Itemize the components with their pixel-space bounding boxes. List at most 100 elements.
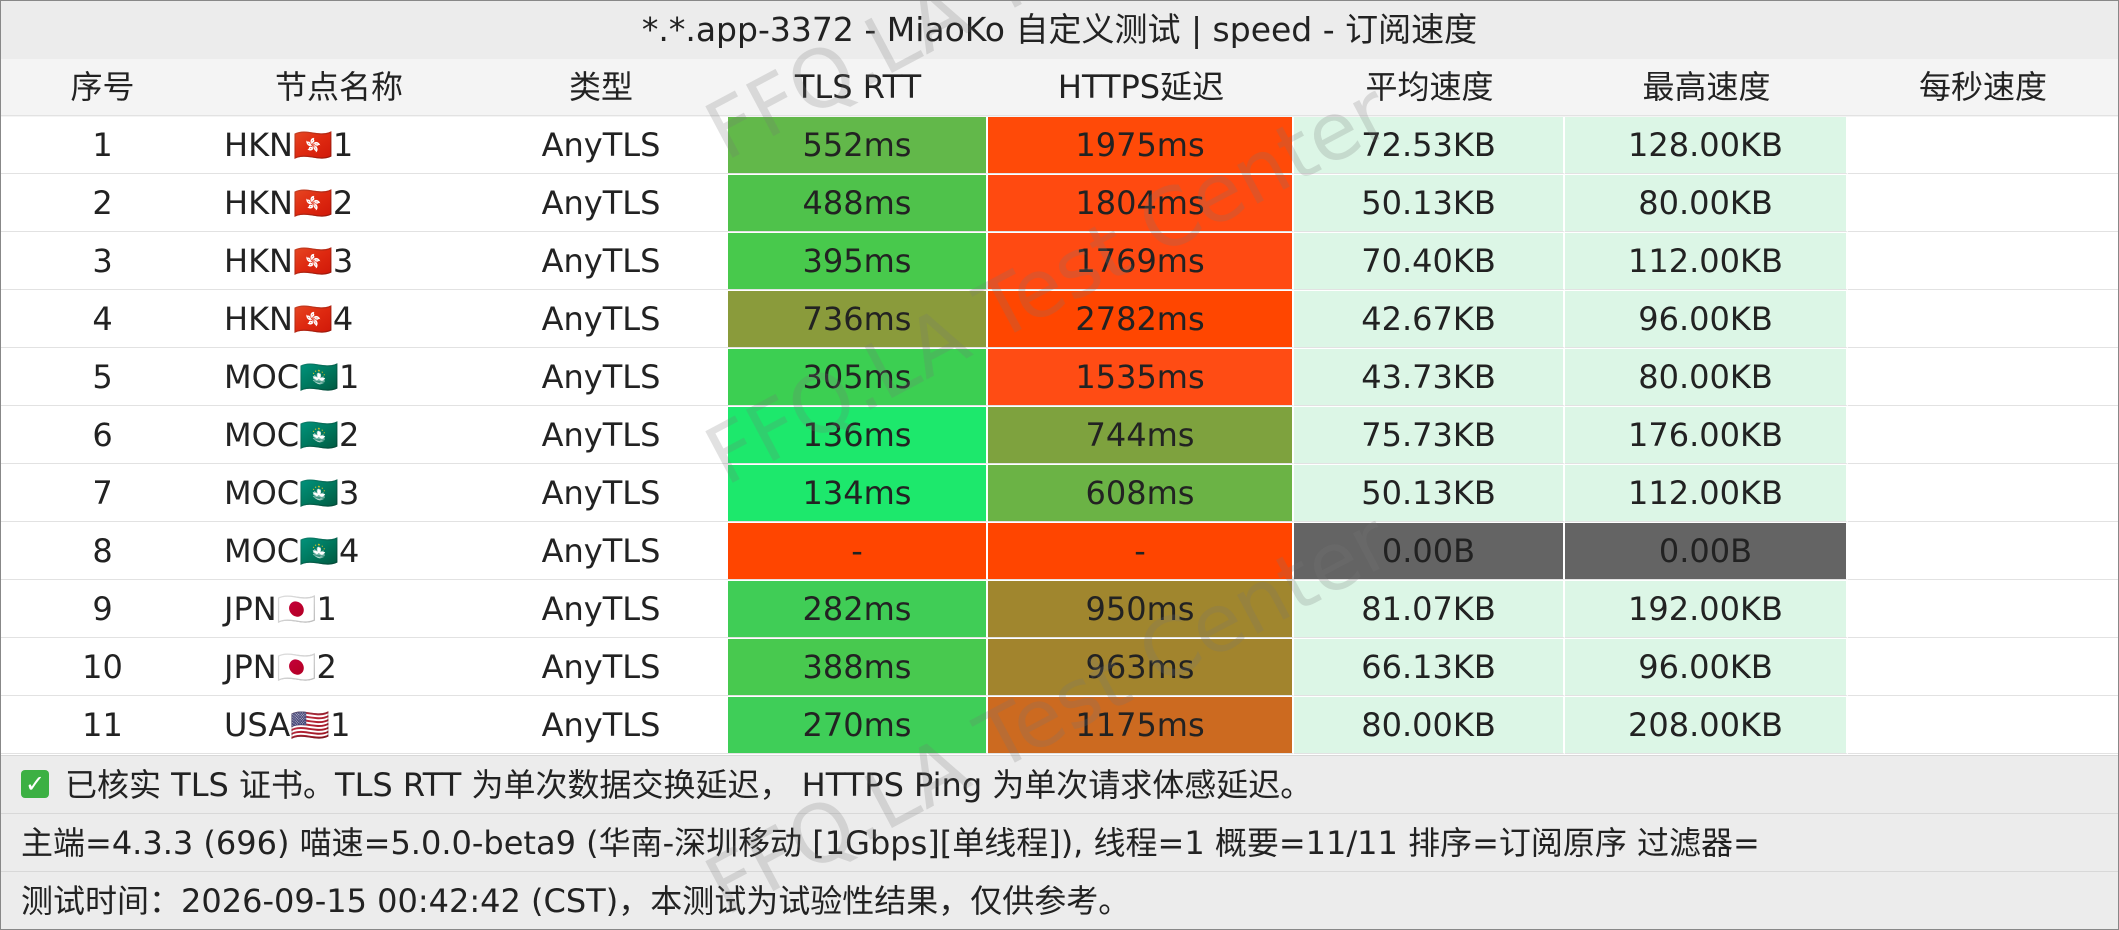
table-cell: 80.00KB — [1565, 349, 1848, 406]
table-cell: 2782ms — [988, 291, 1294, 348]
empty-cell — [1848, 523, 2118, 580]
column-header: 每秒速度 — [1848, 59, 2118, 116]
empty-cell — [1848, 465, 2118, 522]
table-cell: AnyTLS — [474, 407, 728, 464]
table-cell: 305ms — [728, 349, 988, 406]
table-cell: 1175ms — [988, 697, 1294, 754]
table-cell: 1535ms — [988, 349, 1294, 406]
check-icon: ✓ — [21, 770, 49, 798]
table-cell: 10 — [1, 639, 204, 696]
table-cell: 8 — [1, 523, 204, 580]
table-row: 4 HKN🇭🇰4 AnyTLS 736ms 2782ms 42.67KB 96.00KB — [1, 291, 2118, 349]
table-cell: MOC🇲🇴4 — [204, 523, 474, 580]
table-cell: 552ms — [728, 117, 988, 174]
table-cell: HKN🇭🇰3 — [204, 233, 474, 290]
empty-cell — [1848, 175, 2118, 232]
empty-cell — [1848, 639, 2118, 696]
table-cell: AnyTLS — [474, 175, 728, 232]
table-row: 1 HKN🇭🇰1 AnyTLS 552ms 1975ms 72.53KB 128.00KB — [1, 117, 2118, 175]
column-header: HTTPS延迟 — [988, 59, 1294, 116]
table-cell: 4 — [1, 291, 204, 348]
column-header: TLS RTT — [728, 59, 988, 116]
note-text: 已核实 TLS 证书。TLS RTT 为单次数据交换延迟， HTTPS Ping… — [65, 766, 1313, 804]
table-cell: 80.00KB — [1565, 175, 1848, 232]
table-cell: 0.00B — [1294, 523, 1565, 580]
table-cell: 1769ms — [988, 233, 1294, 290]
table-cell: 963ms — [988, 639, 1294, 696]
table-cell: 7 — [1, 465, 204, 522]
column-header: 序号 — [1, 59, 204, 116]
header-row: 序号 节点名称 类型 TLS RTT HTTPS延迟 平均速度 最高速度 每秒速度 — [1, 59, 2118, 117]
table-cell: 192.00KB — [1565, 581, 1848, 638]
table-cell: 136ms — [728, 407, 988, 464]
table-row: 7 MOC🇲🇴3 AnyTLS 134ms 608ms 50.13KB 112.00KB — [1, 465, 2118, 523]
table-cell: 1975ms — [988, 117, 1294, 174]
table-cell: 388ms — [728, 639, 988, 696]
column-header: 平均速度 — [1294, 59, 1565, 116]
table-cell: 736ms — [728, 291, 988, 348]
table-row: 10 JPN🇯🇵2 AnyTLS 388ms 963ms 66.13KB 96.00KB — [1, 639, 2118, 697]
empty-cell — [1848, 117, 2118, 174]
table-cell: 134ms — [728, 465, 988, 522]
empty-cell — [1848, 407, 2118, 464]
table-cell: 270ms — [728, 697, 988, 754]
table-cell: 2 — [1, 175, 204, 232]
table-cell: 744ms — [988, 407, 1294, 464]
table-row: 3 HKN🇭🇰3 AnyTLS 395ms 1769ms 70.40KB 112.00KB — [1, 233, 2118, 291]
table-cell: 42.67KB — [1294, 291, 1565, 348]
table-cell: AnyTLS — [474, 465, 728, 522]
table-cell: AnyTLS — [474, 117, 728, 174]
footer-note: ✓ 已核实 TLS 证书。TLS RTT 为单次数据交换延迟， HTTPS Pin… — [1, 755, 2118, 813]
table-cell: 608ms — [988, 465, 1294, 522]
column-header: 节点名称 — [204, 59, 474, 116]
table-cell: 50.13KB — [1294, 465, 1565, 522]
table-cell: 0.00B — [1565, 523, 1848, 580]
table-cell: AnyTLS — [474, 639, 728, 696]
empty-cell — [1848, 233, 2118, 290]
empty-cell — [1848, 349, 2118, 406]
table-cell: 3 — [1, 233, 204, 290]
table-cell: 80.00KB — [1294, 697, 1565, 754]
table-cell: 282ms — [728, 581, 988, 638]
table-cell: 208.00KB — [1565, 697, 1848, 754]
table-cell: MOC🇲🇴1 — [204, 349, 474, 406]
table-row: 2 HKN🇭🇰2 AnyTLS 488ms 1804ms 50.13KB 80.00KB — [1, 175, 2118, 233]
table-cell: 950ms — [988, 581, 1294, 638]
table-cell: AnyTLS — [474, 523, 728, 580]
table-cell: 128.00KB — [1565, 117, 1848, 174]
title-bar: *.*.app-3372 - MiaoKo 自定义测试 | speed - 订阅… — [1, 1, 2118, 59]
column-header: 类型 — [474, 59, 728, 116]
table-cell: 488ms — [728, 175, 988, 232]
table-cell: JPN🇯🇵1 — [204, 581, 474, 638]
table-row: 11 USA🇺🇸1 AnyTLS 270ms 1175ms 80.00KB 208.00KB — [1, 697, 2118, 755]
table-cell: 70.40KB — [1294, 233, 1565, 290]
table-cell: AnyTLS — [474, 291, 728, 348]
table-cell: HKN🇭🇰1 — [204, 117, 474, 174]
table-cell: 11 — [1, 697, 204, 754]
table-cell: 1 — [1, 117, 204, 174]
table-cell: 1804ms — [988, 175, 1294, 232]
table-cell: AnyTLS — [474, 581, 728, 638]
note-text: 测试时间：2026-09-15 00:42:42 (CST)，本测试为试验性结果… — [21, 882, 1131, 920]
table-cell: 81.07KB — [1294, 581, 1565, 638]
footer-note: 测试时间：2026-09-15 00:42:42 (CST)，本测试为试验性结果… — [1, 871, 2118, 929]
table-row: 6 MOC🇲🇴2 AnyTLS 136ms 744ms 75.73KB 176.00KB — [1, 407, 2118, 465]
table-row: 5 MOC🇲🇴1 AnyTLS 305ms 1535ms 43.73KB 80.00KB — [1, 349, 2118, 407]
table-cell: AnyTLS — [474, 233, 728, 290]
table-cell: 72.53KB — [1294, 117, 1565, 174]
table-cell: 5 — [1, 349, 204, 406]
table-cell: 6 — [1, 407, 204, 464]
table-cell: 176.00KB — [1565, 407, 1848, 464]
table-cell: AnyTLS — [474, 349, 728, 406]
table-cell: - — [988, 523, 1294, 580]
empty-cell — [1848, 581, 2118, 638]
table-cell: AnyTLS — [474, 697, 728, 754]
table-cell: 9 — [1, 581, 204, 638]
empty-cell — [1848, 697, 2118, 754]
column-header: 最高速度 — [1565, 59, 1848, 116]
footer-note: 主端=4.3.3 (696) 喵速=5.0.0-beta9 (华南-深圳移动 [… — [1, 813, 2118, 871]
table-cell: 112.00KB — [1565, 233, 1848, 290]
table-cell: HKN🇭🇰2 — [204, 175, 474, 232]
empty-cell — [1848, 291, 2118, 348]
